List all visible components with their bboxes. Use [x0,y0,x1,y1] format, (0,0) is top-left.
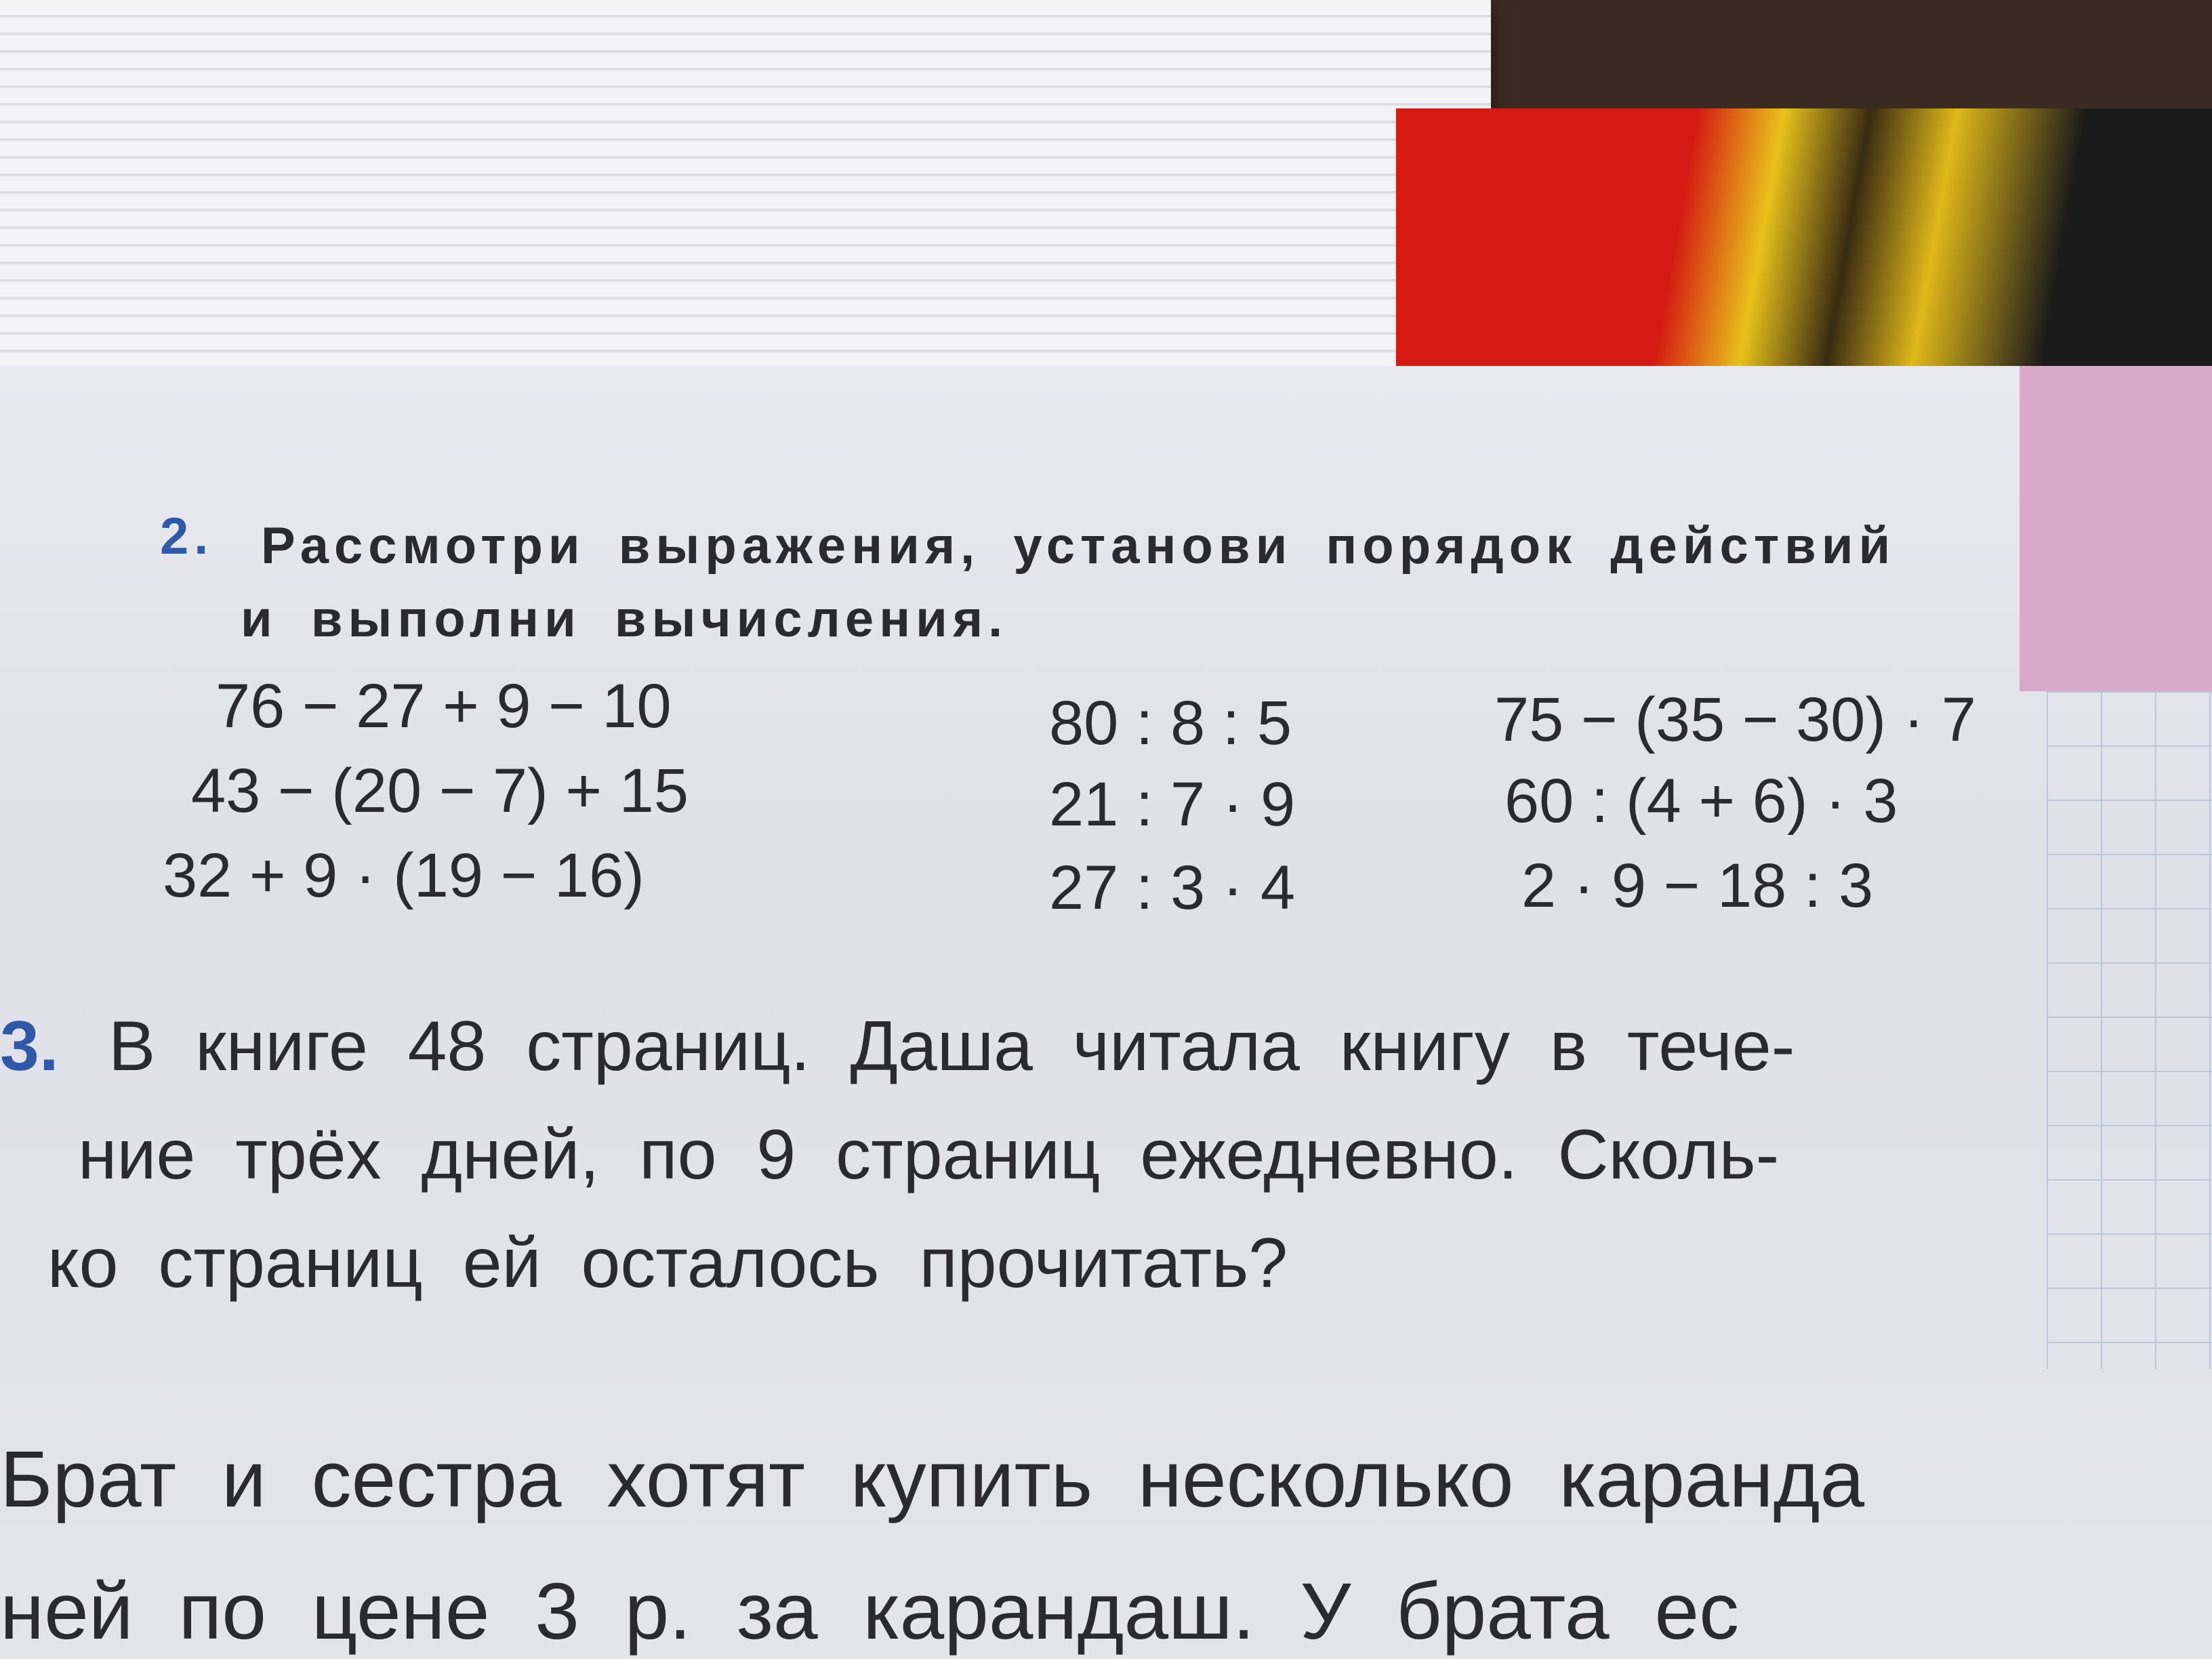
task-3-line: В книге 48 страниц. Даша читала книгу в … [108,1007,1795,1086]
expression: 21 : 7 · 9 [1049,770,1296,839]
task-3-number: 3. [0,1007,59,1086]
task-4-line: ней по цене 3 р. за карандаш. У брата ес [0,1567,1740,1656]
task-2-number: 2. [160,508,214,565]
task-2-instruction-line1: Рассмотри выражения, установи порядок де… [261,517,1896,575]
task-4-line: Брат и сестра хотят купить несколько кар… [0,1435,1865,1524]
expression: 2 · 9 − 18 : 3 [1521,851,1874,920]
expression: 75 − (35 − 30) · 7 [1494,685,1976,754]
expression: 43 − (20 − 7) + 15 [191,756,689,825]
expression: 60 : (4 + 6) · 3 [1504,766,1898,836]
notebook-grid [2047,691,2212,1369]
task-3-line: ко страниц ей осталось прочитать? [47,1224,1288,1303]
expression: 27 : 3 · 4 [1049,853,1296,922]
textbook-page [0,366,2212,1659]
napkin-stack [0,0,1491,380]
task-3-line: ние трёх дней, по 9 страниц ежедневно. С… [78,1115,1780,1194]
snack-package [1396,108,2212,380]
expression: 80 : 8 : 5 [1049,689,1292,758]
pink-margin [2020,366,2212,691]
expression: 32 + 9 · (19 − 16) [163,841,644,910]
expression: 76 − 27 + 9 − 10 [216,672,672,741]
task-2-instruction-line2: и выполни вычисления. [241,590,1008,648]
